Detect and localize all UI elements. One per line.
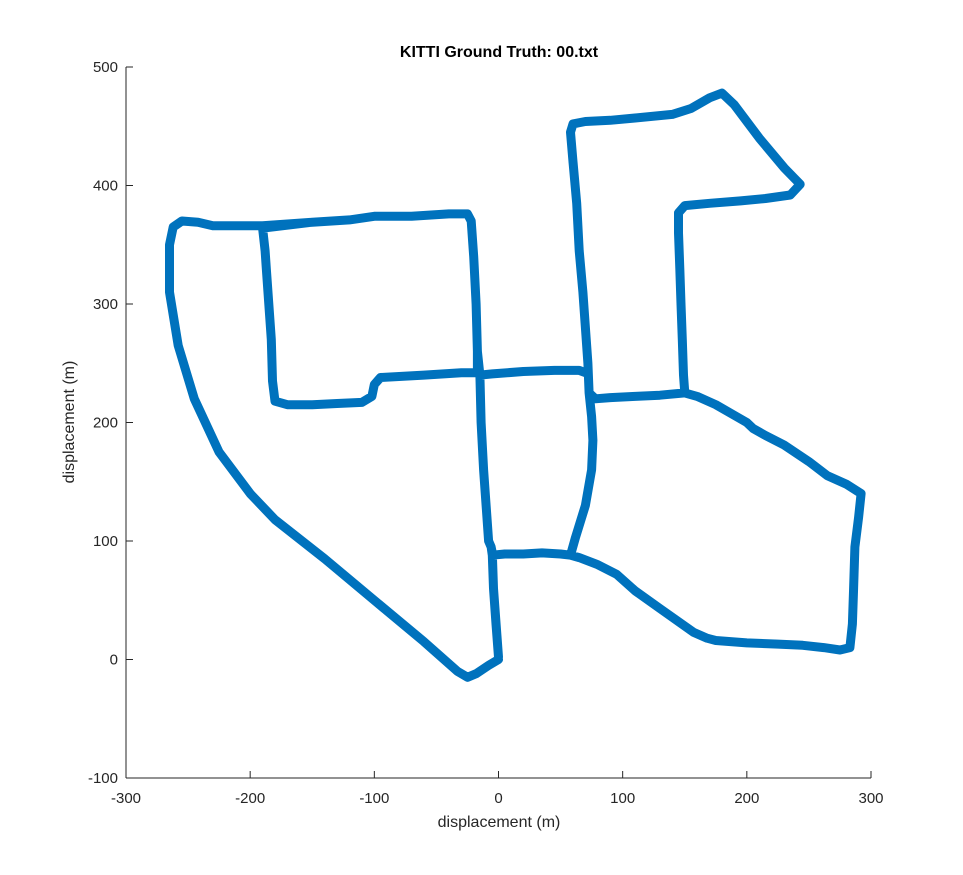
x-tick-label: -200	[235, 790, 265, 807]
trajectory-line	[165, 88, 866, 682]
y-tick-label: -100	[88, 770, 118, 787]
y-axis-ticks: -100 0 100 200 300 400 500	[88, 59, 133, 787]
y-tick-label: 200	[93, 415, 118, 432]
y-tick-label: 0	[110, 652, 118, 669]
x-tick-label: -300	[111, 790, 141, 807]
x-tick-label: 200	[734, 790, 759, 807]
chart-title: KITTI Ground Truth: 00.txt	[400, 44, 599, 61]
y-tick-label: 400	[93, 178, 118, 195]
x-axis-ticks: -300 -200 -100 0 100 200 300	[111, 771, 884, 807]
x-axis-label: displacement (m)	[438, 814, 561, 831]
x-tick-label: -100	[359, 790, 389, 807]
y-axis-label: displacement (m)	[61, 361, 78, 484]
y-tick-label: 300	[93, 296, 118, 313]
x-tick-label: 0	[494, 790, 502, 807]
x-tick-label: 300	[858, 790, 883, 807]
x-tick-label: 100	[610, 790, 635, 807]
y-tick-label: 500	[93, 59, 118, 76]
y-tick-label: 100	[93, 533, 118, 550]
